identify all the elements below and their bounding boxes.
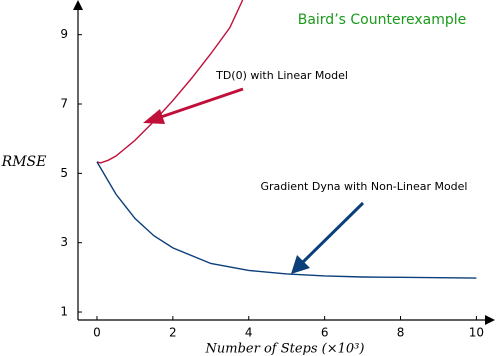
annotation: TD(0) with Linear Model	[215, 69, 348, 82]
y-tick-label: 1	[60, 305, 68, 319]
annotation: Gradient Dyna with Non-Linear Model	[260, 180, 467, 193]
x-tick-label: 4	[245, 326, 253, 340]
x-tick-label: 10	[469, 326, 484, 340]
x-tick-label: 2	[169, 326, 177, 340]
x-tick-label: 6	[321, 326, 329, 340]
arrow-head	[143, 109, 165, 124]
annotation-arrow	[301, 201, 365, 264]
y-axis-arrow	[73, 0, 83, 10]
x-axis-label: Number of Steps (×10³)	[205, 342, 365, 356]
y-tick-label: 9	[60, 27, 68, 41]
arrow-head	[291, 255, 310, 274]
y-axis-label: RMSE	[1, 154, 47, 170]
x-tick-label: 0	[93, 326, 101, 340]
annotation-arrow	[157, 87, 244, 120]
x-axis-arrow	[485, 315, 495, 325]
y-tick-label: 7	[60, 97, 68, 111]
annotation-arrows	[143, 87, 365, 274]
chart-title: Baird’s Counterexample	[298, 12, 467, 28]
line-series	[96, 161, 477, 279]
y-tick-label: 3	[60, 235, 68, 249]
x-tick-label: 8	[397, 326, 405, 340]
y-tick-label: 5	[60, 166, 68, 180]
